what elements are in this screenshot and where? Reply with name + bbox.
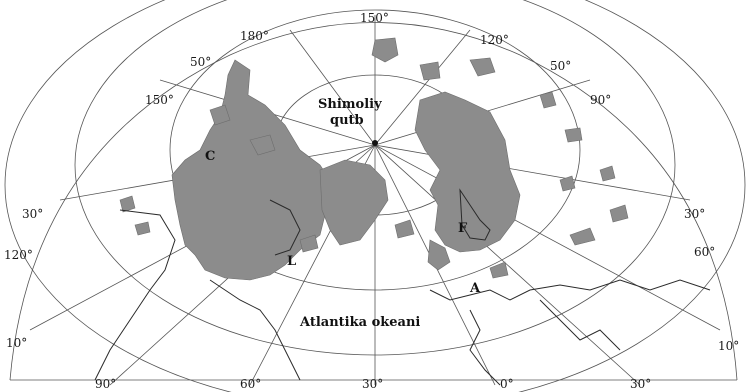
parallel-label-left-50: 50° [190,55,211,69]
meridian-label-right-60: 60° [694,245,715,259]
north-pole-label-line1: Shimoliy [318,97,382,112]
greenland-ice [319,159,389,246]
meridian-label-top-150: 150° [360,11,389,25]
parallel-label-left-30: 30° [22,207,43,221]
meridian-label-top-180: 180° [240,29,269,43]
parallel-label-right-30: 30° [684,207,705,221]
parallel-label-right-10: 10° [718,339,739,353]
parallel-label-left-10: 10° [6,336,27,350]
region-l-label: L [287,254,296,269]
meridian-label-right-90: 90° [590,93,611,107]
ice-small-1 [427,239,451,271]
meridian-label-bottom-90: 90° [95,377,116,391]
region-c-label: C [205,149,215,164]
north-pole-marker [372,140,378,146]
region-a-label: A [469,281,481,296]
region-f-label: F [458,221,468,236]
meridian-label-left-150: 150° [145,93,174,107]
meridian-label-top-120: 120° [480,33,509,47]
ocean-label: Atlantika okeani [299,315,420,330]
meridian-label-bottom-60: 60° [240,377,261,391]
meridian-label-bottom-30: 30° [362,377,383,391]
laurentide-ice-sheet [171,59,336,281]
ice-sheets [119,37,629,281]
parallel-label-right-50: 50° [550,59,571,73]
meridian-label-bottom-30-east: 30° [630,377,651,391]
meridian-label-bottom-0: 0° [500,377,514,391]
eurasian-ice-sheet [414,91,521,253]
meridian-label-left-120: 120° [4,248,33,262]
coastlines [94,188,711,386]
north-pole-label-line2: qutb [330,113,364,128]
